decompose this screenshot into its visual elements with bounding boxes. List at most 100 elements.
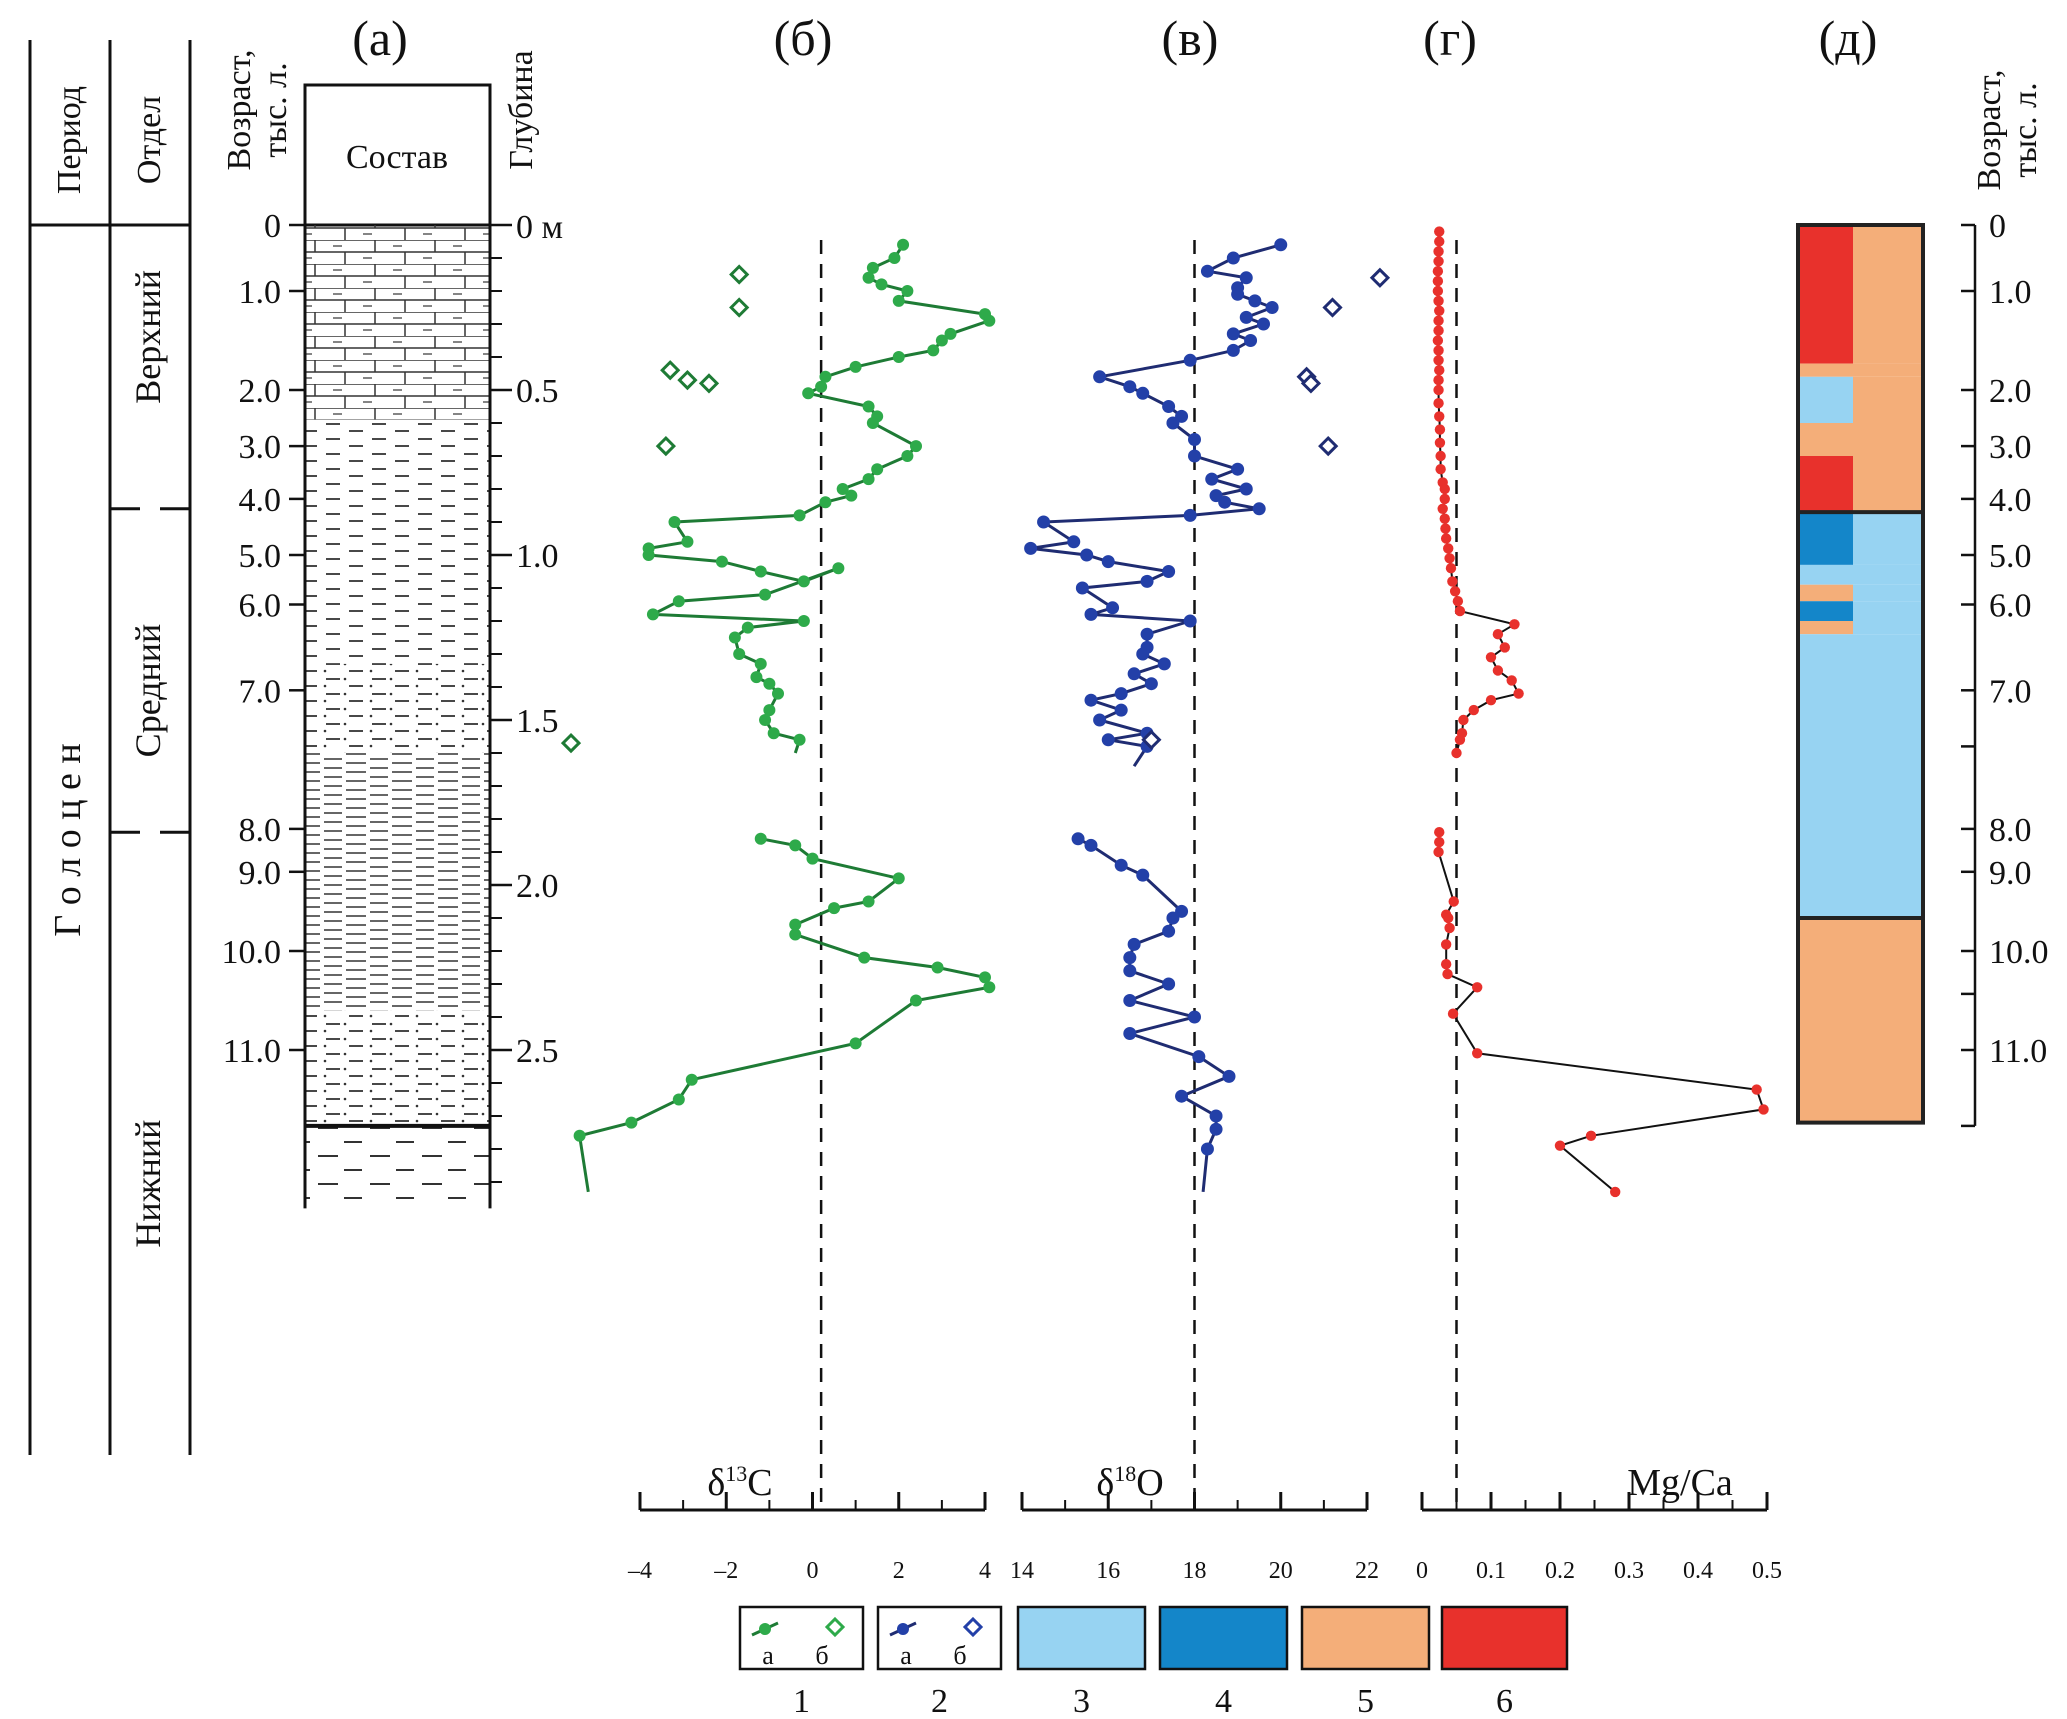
- data-point: [1209, 1109, 1223, 1123]
- data-point: [1434, 305, 1445, 316]
- data-point: [789, 928, 802, 941]
- data-point: [1127, 937, 1141, 951]
- chart-title-d18o: δ18O: [1096, 1461, 1163, 1504]
- data-point: [754, 565, 767, 578]
- data-point: [1485, 652, 1497, 663]
- outlier-point: [1300, 373, 1322, 394]
- data-point: [1485, 695, 1497, 706]
- data-point: [1136, 647, 1150, 661]
- legend-label-1: 1: [793, 1683, 810, 1719]
- data-point: [1166, 911, 1180, 925]
- data-point: [1449, 586, 1461, 597]
- right-age-tick-label: 6.0: [1989, 588, 2032, 625]
- data-point: [1433, 398, 1444, 409]
- data-point: [1445, 563, 1457, 574]
- outlier-point: [660, 360, 681, 381]
- data-point: [901, 450, 914, 462]
- data-point: [1114, 703, 1128, 717]
- data-point: [1439, 513, 1450, 524]
- zone-left-light_blue: [1798, 634, 1853, 918]
- composition-header: Состав: [346, 139, 448, 176]
- data-point: [1080, 548, 1094, 562]
- data-point: [862, 895, 875, 908]
- data-point: [1432, 335, 1444, 346]
- data-point: [849, 360, 862, 373]
- zone-left-orange: [1798, 621, 1853, 635]
- right-age-tick-label: 5.0: [1989, 538, 2032, 575]
- data-point: [1758, 1104, 1769, 1115]
- legend-label-3: 3: [1073, 1683, 1090, 1719]
- data-point: [1024, 541, 1038, 555]
- data-point: [866, 261, 879, 274]
- data-point: [685, 1073, 698, 1086]
- legend-outlier-sample: [824, 1616, 846, 1638]
- data-point: [858, 951, 871, 964]
- data-point: [1472, 1048, 1483, 1059]
- chart-d13c: –4 –2 0 2 4 δ13C: [560, 238, 996, 1584]
- data-point: [759, 588, 772, 601]
- data-point: [819, 370, 832, 383]
- data-point: [1162, 977, 1176, 991]
- outlier-point: [655, 435, 676, 457]
- epoch-label-upper: Верхний: [128, 270, 168, 404]
- data-point: [1499, 642, 1511, 653]
- series-line-lower: [1437, 832, 1765, 1193]
- data-point: [1585, 1130, 1597, 1142]
- data-point: [892, 872, 905, 885]
- data-point: [1432, 285, 1444, 297]
- data-point: [1037, 515, 1051, 529]
- depth-tick-label: 1.0: [516, 538, 559, 575]
- age-tick-label: 10.0: [222, 934, 282, 971]
- data-point: [1248, 294, 1262, 308]
- outlier-point: [698, 373, 720, 394]
- zone-right-orange: [1853, 456, 1923, 513]
- data-point: [1435, 464, 1446, 475]
- data-point: [646, 608, 659, 621]
- data-point: [789, 918, 802, 931]
- data-point: [715, 555, 728, 568]
- outlier-point: [729, 264, 750, 285]
- data-point: [1432, 266, 1444, 277]
- outlier-point: [677, 369, 698, 391]
- data-point: [1067, 535, 1081, 549]
- data-point: [927, 344, 940, 357]
- right-age-axis: Возраст, тыс. л. 0 1.0 2.0 3.0 4.0 5.0 6.0 7.0 8…: [1961, 69, 2049, 1128]
- zone-right-light_blue: [1853, 621, 1923, 635]
- data-point: [1472, 982, 1483, 993]
- chart-mgca: 0 0.1 0.2 0.3 0.4 0.5 Mg/Ca: [1416, 226, 1782, 1584]
- data-point: [1162, 924, 1176, 938]
- data-point: [1440, 523, 1451, 534]
- age-header: Возраст,: [221, 49, 258, 170]
- data-point: [1452, 596, 1464, 607]
- data-point: [819, 496, 832, 509]
- data-point: [931, 961, 944, 974]
- epoch-label-middle: Средний: [128, 624, 168, 758]
- data-point: [1492, 629, 1504, 640]
- panel-label-v: (в): [1162, 10, 1219, 66]
- data-point: [1162, 565, 1176, 578]
- data-point: [1433, 846, 1444, 858]
- data-point: [672, 595, 685, 608]
- data-point: [1084, 838, 1098, 852]
- data-point: [797, 615, 810, 627]
- depth-tick-label: 2.0: [516, 868, 559, 905]
- zone-left-light_blue: [1798, 376, 1853, 423]
- zone-right-light_blue: [1853, 512, 1923, 565]
- legend-box-3: [1016, 1605, 1147, 1671]
- data-point: [1157, 657, 1171, 671]
- data-point: [910, 440, 922, 453]
- panel-label-a: (а): [352, 10, 408, 66]
- data-point: [1447, 1008, 1459, 1019]
- zone-left-red: [1798, 456, 1853, 513]
- lithology-limestone: [305, 225, 490, 420]
- age-tick-label: 4.0: [239, 482, 282, 519]
- data-point: [901, 285, 914, 297]
- legend-sub-a: а: [762, 1641, 774, 1670]
- right-age-tick-label: 1.0: [1989, 274, 2032, 311]
- zone-left-orange: [1798, 584, 1853, 602]
- data-point: [866, 417, 879, 429]
- legend-point-sample: [759, 1623, 771, 1635]
- outlier-point: [1141, 729, 1162, 750]
- data-point: [1183, 508, 1197, 522]
- data-point: [862, 400, 875, 413]
